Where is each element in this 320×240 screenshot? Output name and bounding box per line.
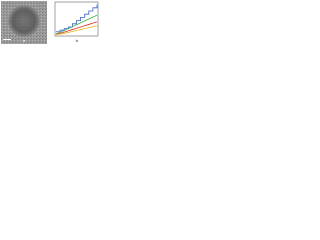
series-line [56,4,98,33]
series-line [55,25,98,36]
panel-label: b [76,38,79,43]
tem-image [1,1,47,44]
scale-bar [3,39,11,40]
particle [8,5,40,37]
panel-label: a [23,38,26,43]
series-line [55,14,98,35]
series-line [55,21,98,35]
figure: a b [1,1,99,44]
